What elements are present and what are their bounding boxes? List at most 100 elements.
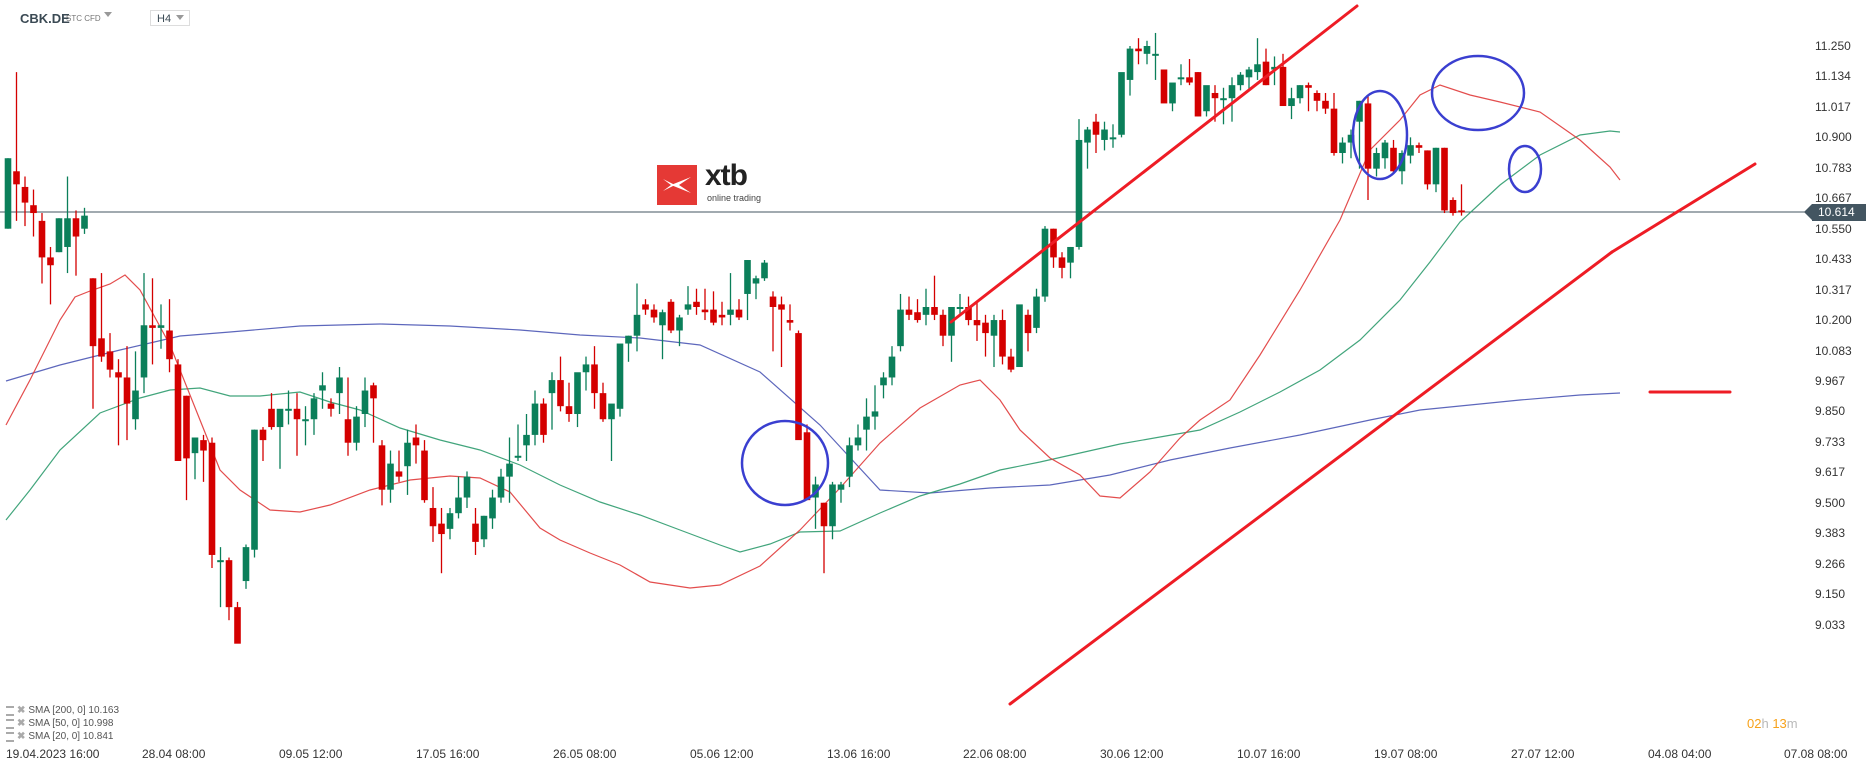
candle-body [378,445,386,490]
annotation-ellipse [1351,89,1409,181]
candle-body [803,432,811,501]
candle-body [1441,147,1448,211]
indicator-legend: ✖ SMA [200, 0] 10.163 ✖ SMA [50, 0] 10.998… [6,704,119,743]
candle-body [1279,66,1287,107]
price-axis-label: 9.850 [1815,404,1846,419]
symbol-dropdown-caret-icon[interactable] [104,12,112,17]
price-axis-label: 11.250 [1815,39,1851,53]
sma-line [5,130,1621,553]
candle-body [302,419,309,422]
candle-body [727,309,734,315]
candle-body [1203,85,1210,112]
price-axis-label: 9.266 [1815,556,1846,571]
candle-body [1381,142,1389,159]
candle-body [1245,69,1253,78]
annotation-ellipse [1430,54,1526,132]
candle-body [480,515,488,540]
close-icon[interactable]: ✖ [17,705,26,716]
candle-body [1092,121,1100,135]
legend-sma50[interactable]: ✖ SMA [50, 0] 10.998 [6,717,119,730]
candle-body [846,445,853,477]
price-axis-label: 9.617 [1815,465,1846,480]
candle-body [472,523,479,542]
candle-body [293,408,301,420]
candle-body [795,333,802,441]
candle-body [64,218,71,247]
candle-body [701,309,709,313]
candle-body [523,434,530,446]
candle-body [387,463,394,490]
candle-body [98,338,105,357]
candle-body [931,307,938,315]
candle-body [1016,304,1023,368]
candle-body [752,278,760,284]
settings-icon[interactable] [6,705,14,716]
chevron-down-icon [176,15,184,20]
candle-body [234,607,241,644]
candle-body [1126,48,1134,80]
candle-body [982,322,989,334]
legend-sma20[interactable]: ✖ SMA [20, 0] 10.841 [6,730,119,743]
candle-body [591,364,598,394]
settings-icon[interactable] [6,731,14,742]
candle-body [1186,77,1193,83]
time-axis-label: 27.07 12:00 [1511,747,1575,761]
price-axis-label: 9.967 [1815,373,1846,388]
settings-icon[interactable] [6,718,14,729]
candle-body [404,442,411,467]
candle-body [225,560,233,608]
candle-body [1296,85,1304,99]
candle-body [183,395,190,459]
candle-body [999,320,1006,357]
candle-body [1160,69,1168,104]
chart-toolbar: CBK.DE STC CFD H4 [0,0,1866,36]
candle-body [888,356,896,378]
price-axis-label: 9.733 [1815,434,1846,449]
candle-body [914,312,921,321]
candle-body [939,314,947,336]
price-axis-label: 11.134 [1815,69,1851,84]
time-axis-label: 19.04.2023 16:00 [6,747,100,761]
candle-body [667,301,675,331]
xtb-logo-mark-icon [657,165,697,205]
candle-body [13,171,20,185]
candle-body [1058,257,1066,268]
candle-body [973,320,981,326]
candle-body [871,411,879,417]
candle-body [497,476,505,498]
candle-body [132,390,139,420]
legend-sma200[interactable]: ✖ SMA [200, 0] 10.163 [6,704,119,717]
candle-body [285,408,292,411]
close-icon[interactable]: ✖ [17,718,26,729]
candle-body [55,218,63,253]
candle-body [115,372,122,378]
candle-body [268,408,275,428]
close-icon[interactable]: ✖ [17,731,26,742]
candle-body [548,380,556,394]
candle-body [633,314,641,336]
price-axis-label: 10.900 [1815,130,1852,145]
candle-body [514,455,522,458]
price-axis-label: 10.783 [1815,160,1852,175]
price-axis-label: 9.383 [1815,526,1846,541]
price-axis-label: 10.317 [1815,282,1852,297]
candle-body [506,463,513,477]
price-axis-label: 9.500 [1815,495,1846,510]
candle-body [905,309,913,315]
annotation-ellipse [740,419,830,507]
timeframe-select[interactable]: H4 [150,10,190,26]
trendline [1008,250,1614,706]
candle-body [922,307,930,315]
candle-body [1458,210,1465,213]
candle-body [149,325,156,328]
candle-body [30,205,37,214]
candle-body [1373,153,1380,169]
candle-body [1313,92,1321,101]
candle-body [421,450,428,501]
time-axis-label: 10.07 16:00 [1237,747,1301,761]
candle-body [599,393,607,420]
symbol-name[interactable]: CBK.DE [20,11,70,26]
candle-body [251,429,258,550]
current-price-tag: 10.614 [1804,204,1866,221]
